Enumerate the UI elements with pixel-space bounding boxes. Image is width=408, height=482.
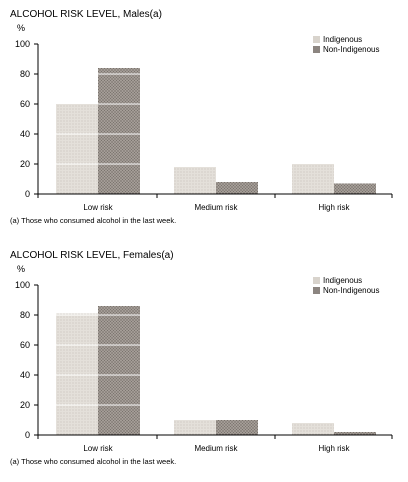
legend-swatch [313,46,320,53]
chart-title: ALCOHOL RISK LEVEL, Males(a) [10,9,162,20]
category-label: High risk [318,444,350,453]
bar-non-indigenous-2 [334,432,376,435]
legend-label: Indigenous [323,276,362,285]
legend-label: Non-Indigenous [323,45,379,54]
bar-non-indigenous-1 [216,420,258,435]
axes [34,284,393,439]
y-tick-labels: 0 20 40 60 80 100 [15,39,30,199]
chart-females-svg: ALCOHOL RISK LEVEL, Females(a) % 0 20 40 60… [10,250,393,466]
category-label: High risk [318,203,350,212]
chart-males-svg: ALCOHOL RISK LEVEL, Males(a) % 0 20 40 60 80… [10,9,393,225]
chart-males: ALCOHOL RISK LEVEL, Males(a) % 0 20 40 60 80… [10,9,393,225]
chart-title: ALCOHOL RISK LEVEL, Females(a) [10,250,174,261]
footnote: (a) Those who consumed alcohol in the la… [10,216,176,225]
y-tick-label: 20 [20,400,30,410]
bar-non-indigenous-0 [98,306,140,435]
y-tick-label: 100 [15,280,30,290]
bar-indigenous-2 [292,164,334,194]
y-tick-label: 20 [20,159,30,169]
bar-indigenous-0 [56,104,98,194]
y-axis-unit-label: % [17,23,25,33]
bar-indigenous-1 [174,167,216,194]
legend-swatch [313,36,320,43]
bars [56,306,376,435]
y-tick-label: 80 [20,310,30,320]
category-labels: Low risk Medium risk High risk [83,444,350,453]
category-label: Medium risk [194,203,238,212]
bar-non-indigenous-1 [216,182,258,194]
bar-indigenous-2 [292,423,334,435]
category-labels: Low risk Medium risk High risk [83,203,350,212]
legend-swatch [313,277,320,284]
legend-label: Indigenous [323,35,362,44]
y-tick-label: 40 [20,129,30,139]
category-label: Medium risk [194,444,238,453]
legend-swatch [313,287,320,294]
y-tick-label: 0 [25,189,30,199]
chart-females: ALCOHOL RISK LEVEL, Females(a) % 0 20 40 60… [0,241,408,482]
category-label: Low risk [83,203,113,212]
y-tick-label: 40 [20,370,30,380]
axes [34,43,393,198]
y-tick-labels: 0 20 40 60 80 100 [15,280,30,440]
bar-non-indigenous-2 [334,183,376,194]
y-tick-label: 80 [20,69,30,79]
y-tick-label: 60 [20,340,30,350]
y-tick-label: 60 [20,99,30,109]
bar-non-indigenous-0 [98,68,140,194]
y-tick-label: 100 [15,39,30,49]
footnote: (a) Those who consumed alcohol in the la… [10,457,176,466]
bars [56,68,376,194]
bar-indigenous-0 [56,313,98,435]
bar-indigenous-1 [174,420,216,435]
legend-label: Non-Indigenous [323,286,379,295]
y-tick-label: 0 [25,430,30,440]
category-label: Low risk [83,444,113,453]
y-axis-unit-label: % [17,264,25,274]
